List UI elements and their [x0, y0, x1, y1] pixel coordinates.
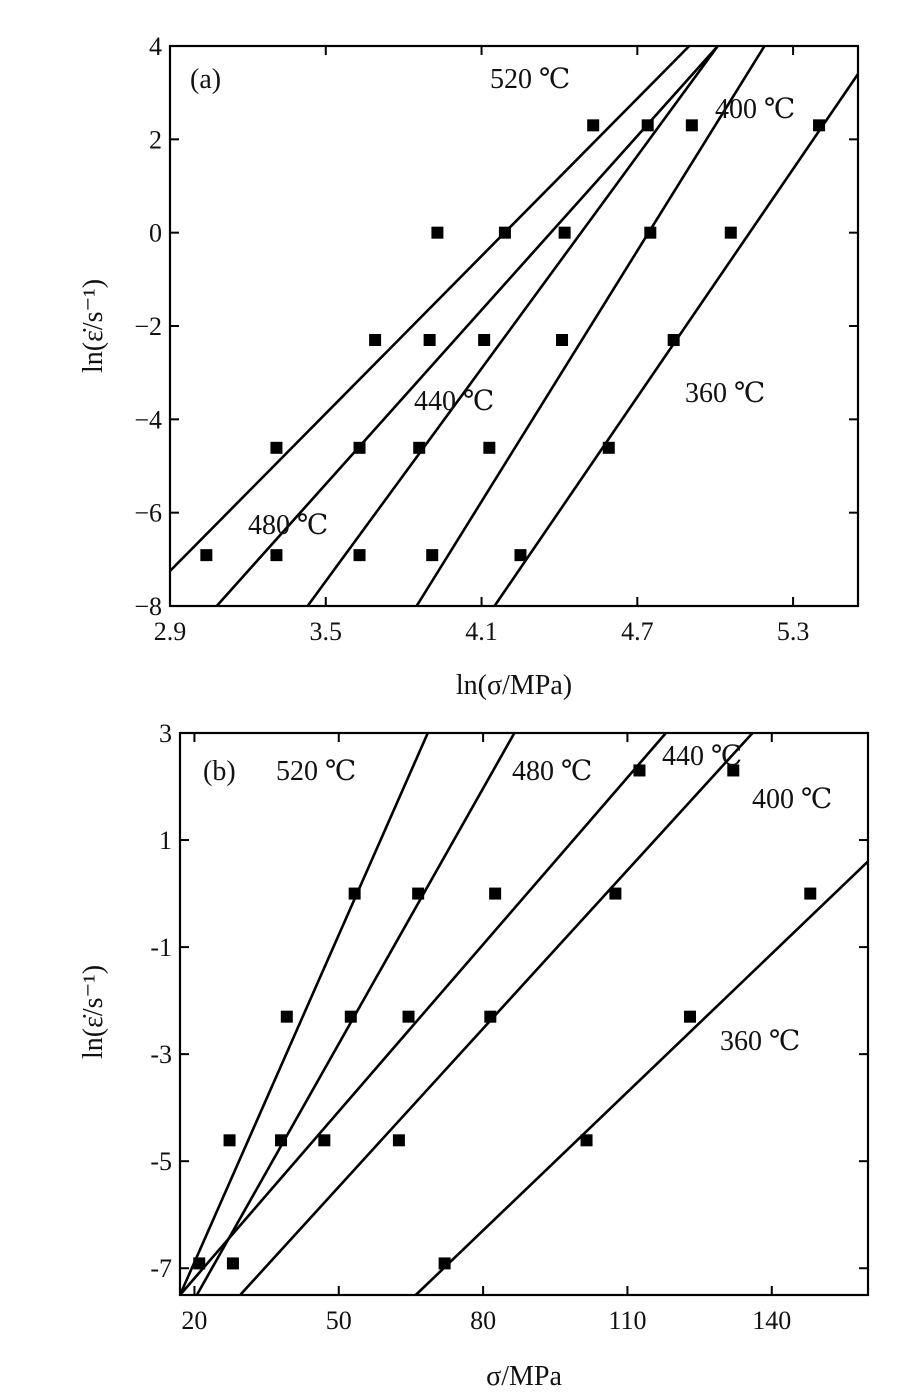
data-point-360 [724, 226, 737, 239]
x-tick-label: 4.1 [465, 617, 498, 646]
data-point-440 [489, 887, 502, 900]
fit-line-480 [215, 45, 719, 607]
data-point-360 [667, 334, 680, 346]
data-point-520 [348, 887, 361, 900]
panel-a-label-480: 480 ℃ [248, 510, 328, 541]
data-point-520 [587, 119, 600, 132]
data-point-480 [641, 119, 654, 132]
x-tick-label: 110 [608, 1306, 646, 1335]
data-point-360 [514, 549, 527, 562]
data-point-360 [602, 441, 615, 454]
fit-line-400 [239, 732, 754, 1296]
data-point-480 [498, 226, 511, 239]
data-point-400 [556, 334, 569, 346]
data-point-400 [483, 441, 496, 454]
y-tick-label: -1 [150, 933, 172, 962]
fit-line-400 [415, 45, 766, 607]
data-point-400 [426, 549, 439, 562]
data-point-400 [644, 226, 657, 239]
panel-a-ticks: 2.9 3.5 4.1 4.7 5.3 4 2 0 −2 −4 −6 −8 [134, 32, 858, 646]
data-point-400 [813, 119, 826, 132]
panel-b-label-520: 520 ℃ [276, 756, 356, 787]
y-tick-label: -7 [150, 1254, 172, 1283]
x-tick-label: 140 [752, 1306, 791, 1335]
panel-b-y-axis-title: ln(ε̇/s⁻¹) [78, 965, 109, 1059]
data-point-480 [344, 1010, 357, 1023]
data-point-440 [402, 1010, 415, 1023]
fit-line-520 [169, 45, 691, 572]
panel-b-label-400: 400 ℃ [752, 784, 832, 815]
x-tick-label: 80 [470, 1306, 496, 1335]
data-point-440 [558, 226, 571, 239]
panel-b-x-axis-title: σ/MPa [486, 1361, 562, 1392]
data-point-520 [369, 334, 382, 346]
y-tick-label: 4 [149, 32, 162, 61]
panel-b-label-440: 440 ℃ [662, 741, 742, 772]
data-point-520 [280, 1010, 293, 1023]
data-point-360 [683, 1010, 696, 1023]
data-point-400 [609, 887, 622, 900]
data-point-480 [633, 764, 646, 777]
panel-b-points [193, 764, 817, 1270]
panel-a-points [200, 119, 826, 562]
data-point-480 [423, 334, 436, 346]
y-tick-label: -3 [150, 1040, 172, 1069]
panel-b: 20 50 80 110 140 3 1 -1 -3 -5 -7 (b) 520 ℃ 480 ℃ 4… [78, 719, 870, 1392]
panel-b-label: (b) [203, 756, 236, 787]
fit-line-360 [414, 860, 869, 1296]
y-tick-label: -5 [150, 1147, 172, 1176]
panel-a-label-520: 520 ℃ [490, 64, 570, 95]
data-point-480 [353, 441, 366, 454]
data-point-520 [270, 441, 283, 454]
y-tick-label: 0 [149, 219, 162, 248]
panel-b-ticks: 20 50 80 110 140 3 1 -1 -3 -5 -7 [150, 719, 868, 1335]
data-point-520 [431, 226, 444, 239]
data-point-520 [200, 549, 213, 562]
y-tick-label: 1 [159, 826, 172, 855]
panel-a-label-400: 400 ℃ [715, 94, 795, 125]
y-tick-label: 3 [159, 719, 172, 748]
data-point-520 [193, 1257, 206, 1270]
data-point-400 [727, 764, 740, 777]
data-point-440 [413, 441, 426, 454]
data-point-480 [226, 1257, 239, 1270]
panel-a: 2.9 3.5 4.1 4.7 5.3 4 2 0 −2 −4 −6 −8 (a) 520 ℃ 400… [78, 32, 860, 701]
panel-b-label-480: 480 ℃ [512, 756, 592, 787]
data-point-480 [412, 887, 425, 900]
data-point-400 [484, 1010, 497, 1023]
data-point-480 [270, 549, 283, 562]
data-point-440 [685, 119, 698, 132]
x-tick-label: 50 [326, 1306, 352, 1335]
fit-line-440 [179, 732, 667, 1296]
y-tick-label: 2 [149, 125, 162, 154]
x-tick-label: 2.9 [154, 617, 187, 646]
data-point-400 [392, 1134, 405, 1147]
fit-line-440 [306, 45, 719, 607]
data-point-440 [478, 334, 491, 346]
y-tick-label: −4 [134, 405, 162, 434]
x-tick-label: 3.5 [310, 617, 343, 646]
data-point-360 [438, 1257, 451, 1270]
y-tick-label: −6 [134, 499, 162, 528]
fit-line-520 [178, 732, 429, 1296]
x-tick-label: 4.7 [621, 617, 654, 646]
data-point-440 [318, 1134, 331, 1147]
data-point-360 [804, 887, 817, 900]
data-point-440 [353, 549, 366, 562]
panel-b-label-360: 360 ℃ [720, 1026, 800, 1057]
panel-b-frame [178, 731, 870, 1297]
panel-a-x-axis-title: ln(σ/MPa) [456, 670, 572, 701]
y-tick-label: −8 [134, 592, 162, 621]
data-point-480 [275, 1134, 288, 1147]
panel-a-label: (a) [190, 64, 221, 95]
data-point-360 [580, 1134, 593, 1147]
panel-a-y-axis-title: ln(ε̇/s⁻¹) [78, 279, 109, 373]
panel-a-label-360: 360 ℃ [685, 378, 765, 409]
panel-a-label-440: 440 ℃ [414, 386, 494, 417]
x-tick-label: 5.3 [777, 617, 810, 646]
y-tick-label: −2 [134, 312, 162, 341]
data-point-520 [223, 1134, 236, 1147]
x-tick-label: 20 [181, 1306, 207, 1335]
